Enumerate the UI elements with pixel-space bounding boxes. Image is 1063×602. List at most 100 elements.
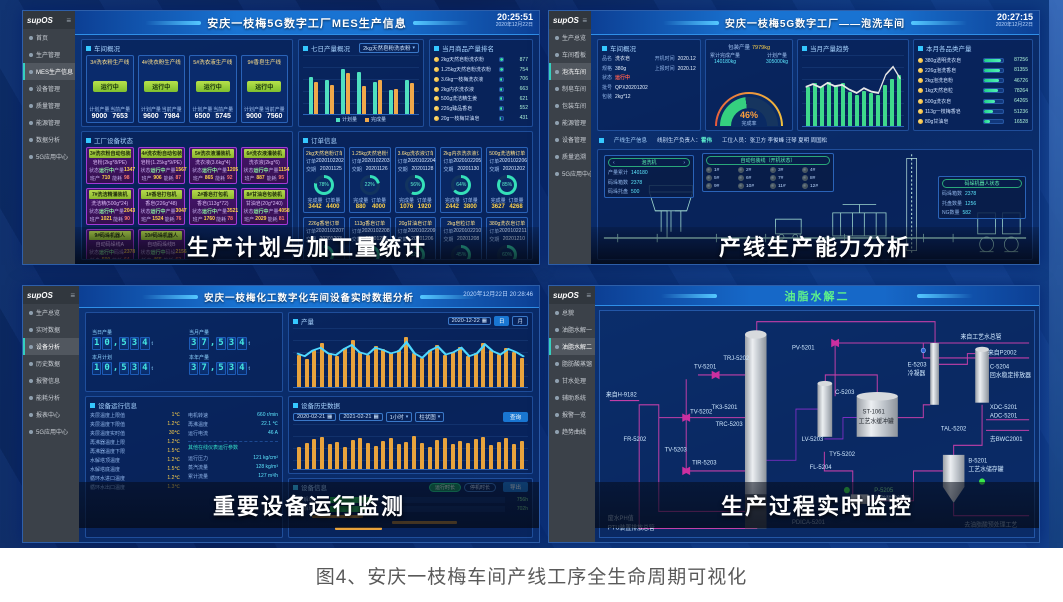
sidebar-item[interactable]: 泡洗车间 [549, 63, 591, 80]
stat-label: 订单量 [508, 198, 524, 204]
menu-burger-icon[interactable]: ≡ [66, 15, 71, 25]
day-toggle-button[interactable]: 日 [493, 316, 510, 326]
sidebar-item[interactable]: 报警一览 [549, 406, 595, 423]
menu-burger-icon[interactable]: ≡ [586, 290, 591, 300]
kv-row: 状态 运行中 [602, 74, 651, 81]
kv-label: 交期 [351, 167, 362, 173]
sidebar-item[interactable]: 生产总览 [23, 304, 79, 321]
param-label: 累计流量 [188, 474, 209, 480]
sidebar-item[interactable]: 趋势曲线 [549, 423, 595, 440]
bar [504, 438, 509, 469]
donut-center: 56% [408, 178, 423, 192]
menu-bullet-icon [555, 103, 559, 108]
prev-arrow-icon[interactable]: ‹ [613, 159, 615, 166]
bar [373, 345, 378, 387]
sidebar-item[interactable]: 数据分析 [23, 131, 75, 148]
sidebar-item[interactable]: 能源管理 [23, 114, 75, 131]
sidebar-item-label: 油脂水解二 [562, 345, 593, 351]
device-card: 8#甘油皂包装机 甘油皂(20g*240) 状态 运行中 产量 4058 班产 2029 能耗 8… [240, 188, 290, 225]
param-value: 121 kg/cm² [253, 455, 278, 461]
chevron-down-icon: ▾ [412, 45, 415, 51]
bar [442, 437, 447, 469]
clock-date: 2020年12月22日 [995, 21, 1033, 28]
date-value: 2020-12-22 [451, 318, 480, 324]
production-line-cards: 3#洗衣粉生产线 运行中 计划产量 9000 当前产量 7653 4#洗衣粉生产线 运行中 计划… [86, 55, 288, 123]
sidebar-item[interactable]: 包装车间 [549, 97, 591, 114]
svg-text:TRJ-5202: TRJ-5202 [723, 355, 749, 362]
sidebar-item[interactable]: 5G应用中心 [23, 423, 79, 440]
month-toggle-button[interactable]: 月 [512, 316, 528, 326]
ranking-fill [500, 58, 503, 62]
digital-stat: 当日产量 1 0, 5 3 4 t [90, 329, 181, 350]
sidebar-item[interactable]: 制皂车间 [549, 80, 591, 97]
sidebar-item[interactable]: 首页 [23, 29, 75, 46]
sidebar-item[interactable]: 能耗分析 [23, 389, 79, 406]
sidebar-item[interactable]: 甘水处理 [549, 372, 595, 389]
kv-value: 2020102206 [499, 158, 528, 164]
line-status-button[interactable]: 运行中 [247, 80, 282, 92]
start-date-picker[interactable]: 2020-02-21 ▦ [293, 413, 337, 421]
stat-value: 3627 [491, 204, 505, 210]
sidebar-item[interactable]: 报表中心 [23, 406, 79, 423]
sidebar-item[interactable]: 设备管理 [549, 131, 591, 148]
sidebar-item[interactable]: 5G应用中心 [549, 165, 591, 182]
next-arrow-icon[interactable]: › [683, 159, 685, 166]
washer-pill[interactable]: ‹ 泡洗机 › [608, 158, 690, 167]
sidebar-item[interactable]: 生产管理 [23, 46, 75, 63]
digit: 3 [129, 337, 140, 350]
ranking-value: 64265 [1014, 98, 1028, 105]
chart-type-select[interactable]: 柱状图 ▾ [415, 412, 445, 422]
section-completion-gauge: 包装产量 7979kg 累计完成产量 140180kg 计划产量 305000kg 4… [705, 39, 793, 131]
actual-bar [377, 79, 382, 114]
gauge-percent-label: 完成率 [741, 121, 757, 127]
sidebar-item[interactable]: 设备分析 [23, 338, 79, 355]
sidebar-item[interactable]: 报警信息 [23, 372, 79, 389]
end-date-picker[interactable]: 2021-02-21 ▦ [339, 413, 383, 421]
legend-swatch [365, 117, 369, 122]
product-filter-dropdown[interactable]: 2kg天然皂粉洗衣粉 ▾ [359, 43, 419, 53]
stat-label: 计划产量 [243, 107, 264, 113]
interval-select[interactable]: 1小时 ▾ [385, 412, 413, 422]
sidebar-item[interactable]: 5G应用中心 [23, 148, 75, 165]
sidebar-item[interactable]: 质量管理 [23, 97, 75, 114]
menu-burger-icon[interactable]: ≡ [70, 290, 75, 300]
plan-bar [404, 80, 409, 114]
date-picker[interactable]: 2020-12-22 ▦ [447, 317, 491, 325]
sidebar-item[interactable]: 能源管理 [549, 114, 591, 131]
sidebar-item[interactable]: 油脂水解一 [549, 321, 595, 338]
sidebar-item[interactable]: 历史数据 [23, 355, 79, 372]
device-card: 5#洗衣液灌装机 洗衣液(3.6kg*4) 状态 运行中 产量 1205 班产 865 能耗 92 [189, 147, 238, 184]
order-kv: 交期 20201128 [398, 166, 434, 173]
status-lamp-icon [770, 183, 776, 189]
kv-row: 批号 QPX20201202 [602, 84, 651, 91]
sidebar-item[interactable]: 生产总览 [549, 29, 591, 46]
sidebar-item[interactable]: 油脂水解二 [549, 338, 595, 355]
sidebar-item[interactable]: 脂肪酸蒸馏 [549, 355, 595, 372]
section-weekly-output: 七日产量概况 2kg天然皂粉洗衣粉 ▾ 计划量 完成量 [298, 39, 424, 127]
sidebar-item[interactable]: 质量追溯 [549, 148, 591, 165]
param-value: 1.2℃ [167, 439, 180, 445]
sidebar-item[interactable]: 辅助系统 [549, 389, 595, 406]
stat-label: 产量 [268, 209, 279, 215]
ranking-value: 431 [519, 115, 528, 122]
kv-label: NG数量 [942, 210, 960, 216]
query-button[interactable]: 查询 [502, 412, 528, 422]
packline-title: 自动包装线（开机状态） [740, 158, 796, 164]
line-status-button[interactable]: 运行中 [144, 80, 179, 92]
digit: 3 [189, 362, 199, 375]
sidebar-item[interactable]: 总貌 [549, 304, 595, 321]
stat-cell: 计划产量 9600 [141, 106, 161, 120]
ranking-track [499, 67, 504, 73]
line-status-button[interactable]: 运行中 [92, 80, 127, 92]
sidebar-item[interactable]: 实时数据 [23, 321, 79, 338]
menu-burger-icon[interactable]: ≡ [582, 15, 587, 25]
kv-label: 订单 [306, 159, 317, 165]
sidebar-item[interactable]: 车间看板 [549, 46, 591, 63]
sidebar-item[interactable]: MES生产信息 [23, 63, 75, 80]
kv-value: 20201202 [502, 166, 525, 172]
status-lamp-icon [738, 183, 744, 189]
sidebar-item[interactable]: 设备管理 [23, 80, 75, 97]
line-status-button[interactable]: 运行中 [195, 80, 230, 92]
section-title: 工厂设备状态 [86, 135, 288, 145]
motor-params: 电机转速 660 r/min 再沸温度 22.1 ℃ 运行电流 46 A [188, 412, 278, 437]
